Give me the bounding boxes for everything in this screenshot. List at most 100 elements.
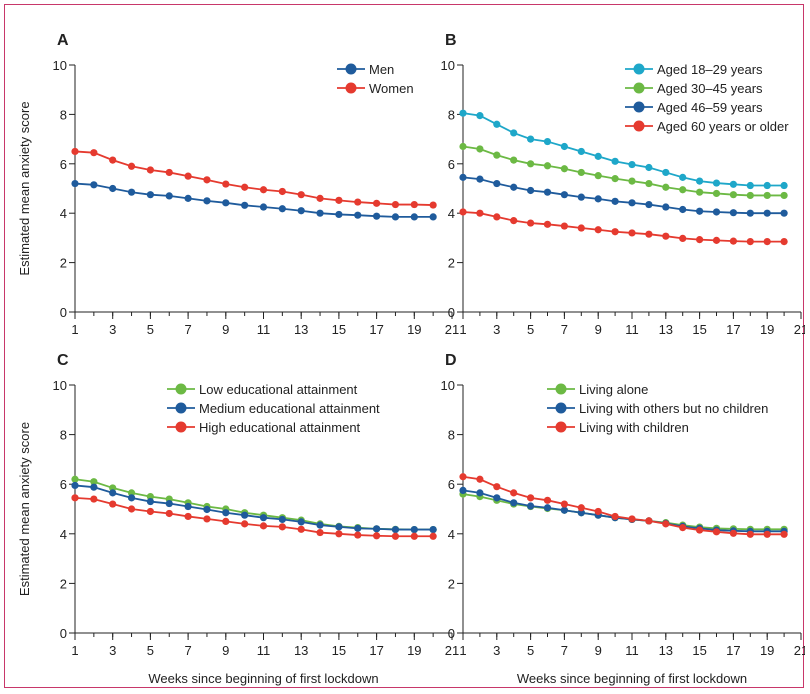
x-tick-label: 19 <box>407 322 421 337</box>
data-point <box>429 201 437 209</box>
data-point <box>628 177 636 185</box>
x-tick-label: 15 <box>692 322 706 337</box>
y-tick-label: 6 <box>448 477 455 492</box>
data-point <box>241 520 249 528</box>
data-point <box>476 145 484 153</box>
series-line-1 <box>74 150 434 206</box>
data-point <box>222 180 230 188</box>
data-point <box>628 515 636 523</box>
data-point <box>712 528 721 536</box>
legend-label: Living with others but no children <box>579 401 768 416</box>
data-point <box>203 505 211 514</box>
y-tick-label: 10 <box>441 378 455 393</box>
data-point <box>493 213 501 221</box>
data-point <box>165 168 173 177</box>
data-point <box>316 521 324 529</box>
data-point <box>90 495 98 503</box>
x-tick-label: 3 <box>109 322 116 337</box>
data-point <box>90 483 98 491</box>
data-point <box>662 232 670 240</box>
data-point <box>127 505 136 513</box>
data-point <box>90 149 98 157</box>
data-point <box>184 512 192 521</box>
data-point <box>493 120 501 128</box>
x-tick-label: 17 <box>726 643 740 658</box>
x-tick-label: 13 <box>294 322 308 337</box>
data-point <box>109 489 117 497</box>
data-point <box>679 173 687 181</box>
data-point <box>459 142 467 151</box>
data-point <box>543 220 552 228</box>
data-point <box>763 181 771 190</box>
x-tick-label: 1 <box>459 643 466 658</box>
figure-frame: A 0 2 4 6 8 10 1 3 5 7 9 11 13 15 17 19 21 Estimated mean … <box>4 4 805 688</box>
data-point <box>712 208 721 216</box>
data-point <box>316 209 324 217</box>
data-point <box>628 160 636 169</box>
y-tick-label: 0 <box>60 305 67 320</box>
legend-marker <box>175 421 187 433</box>
x-tick-label: 11 <box>625 322 639 337</box>
x-tick-label: 19 <box>407 643 421 658</box>
data-point <box>241 511 249 519</box>
data-point <box>763 191 771 200</box>
y-tick-label: 2 <box>60 576 67 591</box>
x-tick-label: 13 <box>294 643 308 658</box>
data-point <box>109 500 117 508</box>
x-tick-label: 13 <box>659 643 673 658</box>
data-point <box>222 517 230 526</box>
data-point <box>696 526 704 534</box>
data-point <box>577 224 585 232</box>
data-point <box>429 213 437 221</box>
x-tick-label: 17 <box>369 643 383 658</box>
legend-label: High educational attainment <box>199 420 361 435</box>
series-line-3 <box>462 211 785 243</box>
data-point <box>259 522 268 530</box>
x-axis-title: Weeks since beginning of first lockdown <box>517 671 747 686</box>
data-point <box>662 168 670 177</box>
data-point <box>410 525 418 534</box>
data-point <box>510 499 518 507</box>
data-point <box>594 226 602 234</box>
data-point <box>109 484 117 492</box>
data-point <box>127 489 136 497</box>
data-point <box>222 199 230 207</box>
data-point <box>712 236 721 244</box>
data-point <box>90 478 98 486</box>
data-point <box>373 212 381 220</box>
data-point <box>645 517 653 525</box>
data-point <box>391 213 400 221</box>
legend-marker <box>345 82 357 94</box>
data-point <box>391 200 400 209</box>
data-point <box>746 238 754 246</box>
data-point <box>628 229 636 237</box>
x-tick-label: 9 <box>222 322 229 337</box>
data-point <box>696 236 704 244</box>
data-point <box>165 192 173 200</box>
data-point <box>543 496 552 504</box>
data-point <box>165 499 173 508</box>
data-point <box>391 525 400 534</box>
x-tick-label: 7 <box>184 322 191 337</box>
data-point <box>611 228 619 236</box>
data-point <box>71 147 79 156</box>
x-tick-label: 5 <box>147 322 154 337</box>
x-tick-label: 5 <box>527 643 534 658</box>
data-point <box>297 207 305 215</box>
data-point <box>611 157 619 165</box>
data-point <box>763 530 771 538</box>
x-tick-label: 21 <box>445 643 459 658</box>
data-point <box>429 525 437 534</box>
data-point <box>577 168 585 177</box>
data-point <box>729 191 738 199</box>
data-point <box>391 532 400 540</box>
data-point <box>662 520 670 528</box>
data-point <box>297 525 305 533</box>
data-point <box>679 524 687 532</box>
x-tick-label: 11 <box>625 643 639 658</box>
data-point <box>560 222 569 230</box>
data-point <box>729 529 738 537</box>
